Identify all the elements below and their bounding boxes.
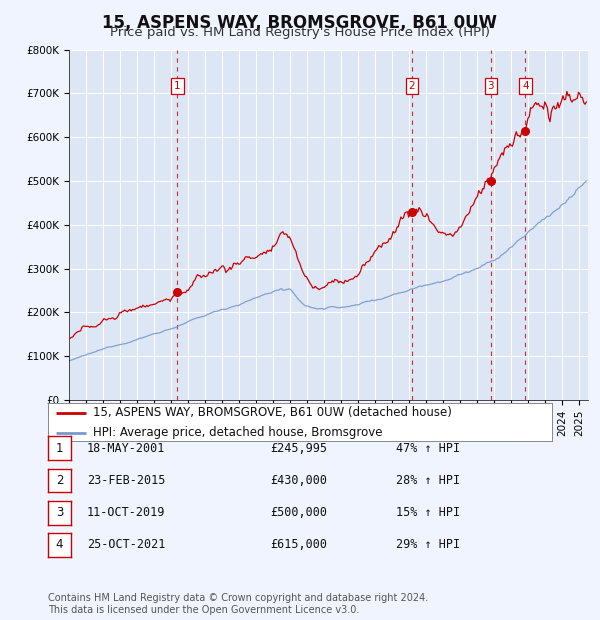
Text: 2: 2 [56,474,63,487]
Text: 47% ↑ HPI: 47% ↑ HPI [396,442,460,454]
Text: 3: 3 [56,507,63,519]
Text: 29% ↑ HPI: 29% ↑ HPI [396,539,460,551]
Text: 4: 4 [522,81,529,91]
Text: 15, ASPENS WAY, BROMSGROVE, B61 0UW: 15, ASPENS WAY, BROMSGROVE, B61 0UW [103,14,497,32]
Text: Contains HM Land Registry data © Crown copyright and database right 2024.
This d: Contains HM Land Registry data © Crown c… [48,593,428,615]
Text: 15, ASPENS WAY, BROMSGROVE, B61 0UW (detached house): 15, ASPENS WAY, BROMSGROVE, B61 0UW (det… [94,406,452,419]
Text: £245,995: £245,995 [270,442,327,454]
Text: 15% ↑ HPI: 15% ↑ HPI [396,507,460,519]
Text: 1: 1 [56,442,63,454]
Text: 4: 4 [56,539,63,551]
Text: Price paid vs. HM Land Registry's House Price Index (HPI): Price paid vs. HM Land Registry's House … [110,26,490,39]
Text: 3: 3 [488,81,494,91]
Text: HPI: Average price, detached house, Bromsgrove: HPI: Average price, detached house, Brom… [94,427,383,440]
Text: 1: 1 [174,81,181,91]
Text: 11-OCT-2019: 11-OCT-2019 [87,507,166,519]
Text: £500,000: £500,000 [270,507,327,519]
Text: 28% ↑ HPI: 28% ↑ HPI [396,474,460,487]
Text: £615,000: £615,000 [270,539,327,551]
Text: £430,000: £430,000 [270,474,327,487]
Text: 2: 2 [409,81,415,91]
Text: 25-OCT-2021: 25-OCT-2021 [87,539,166,551]
Text: 18-MAY-2001: 18-MAY-2001 [87,442,166,454]
Text: 23-FEB-2015: 23-FEB-2015 [87,474,166,487]
